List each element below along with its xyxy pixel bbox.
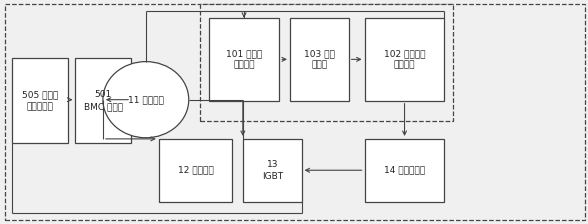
Text: 103 信号
延迟器: 103 信号 延迟器 xyxy=(304,49,335,70)
Text: 12 谐振电容: 12 谐振电容 xyxy=(178,166,213,175)
Bar xyxy=(209,18,279,101)
Text: 14 驱动变流器: 14 驱动变流器 xyxy=(384,166,425,175)
Bar xyxy=(12,58,68,143)
Ellipse shape xyxy=(103,62,189,138)
Bar xyxy=(365,18,444,101)
Bar xyxy=(200,4,453,121)
Bar xyxy=(243,139,302,202)
Text: 501
BMC 滤波器: 501 BMC 滤波器 xyxy=(83,90,123,111)
Bar xyxy=(290,18,349,101)
Text: 13
IGBT: 13 IGBT xyxy=(262,160,283,181)
Text: 11 换能线圈: 11 换能线圈 xyxy=(128,95,164,104)
Bar xyxy=(159,139,232,202)
Text: 505 全波整
流及滤波器: 505 全波整 流及滤波器 xyxy=(22,90,58,111)
Bar xyxy=(365,139,444,202)
Text: 101 分压器
及比较器: 101 分压器 及比较器 xyxy=(226,49,262,70)
Bar xyxy=(75,58,131,143)
Text: 102 积分器及
控制电路: 102 积分器及 控制电路 xyxy=(383,49,425,70)
